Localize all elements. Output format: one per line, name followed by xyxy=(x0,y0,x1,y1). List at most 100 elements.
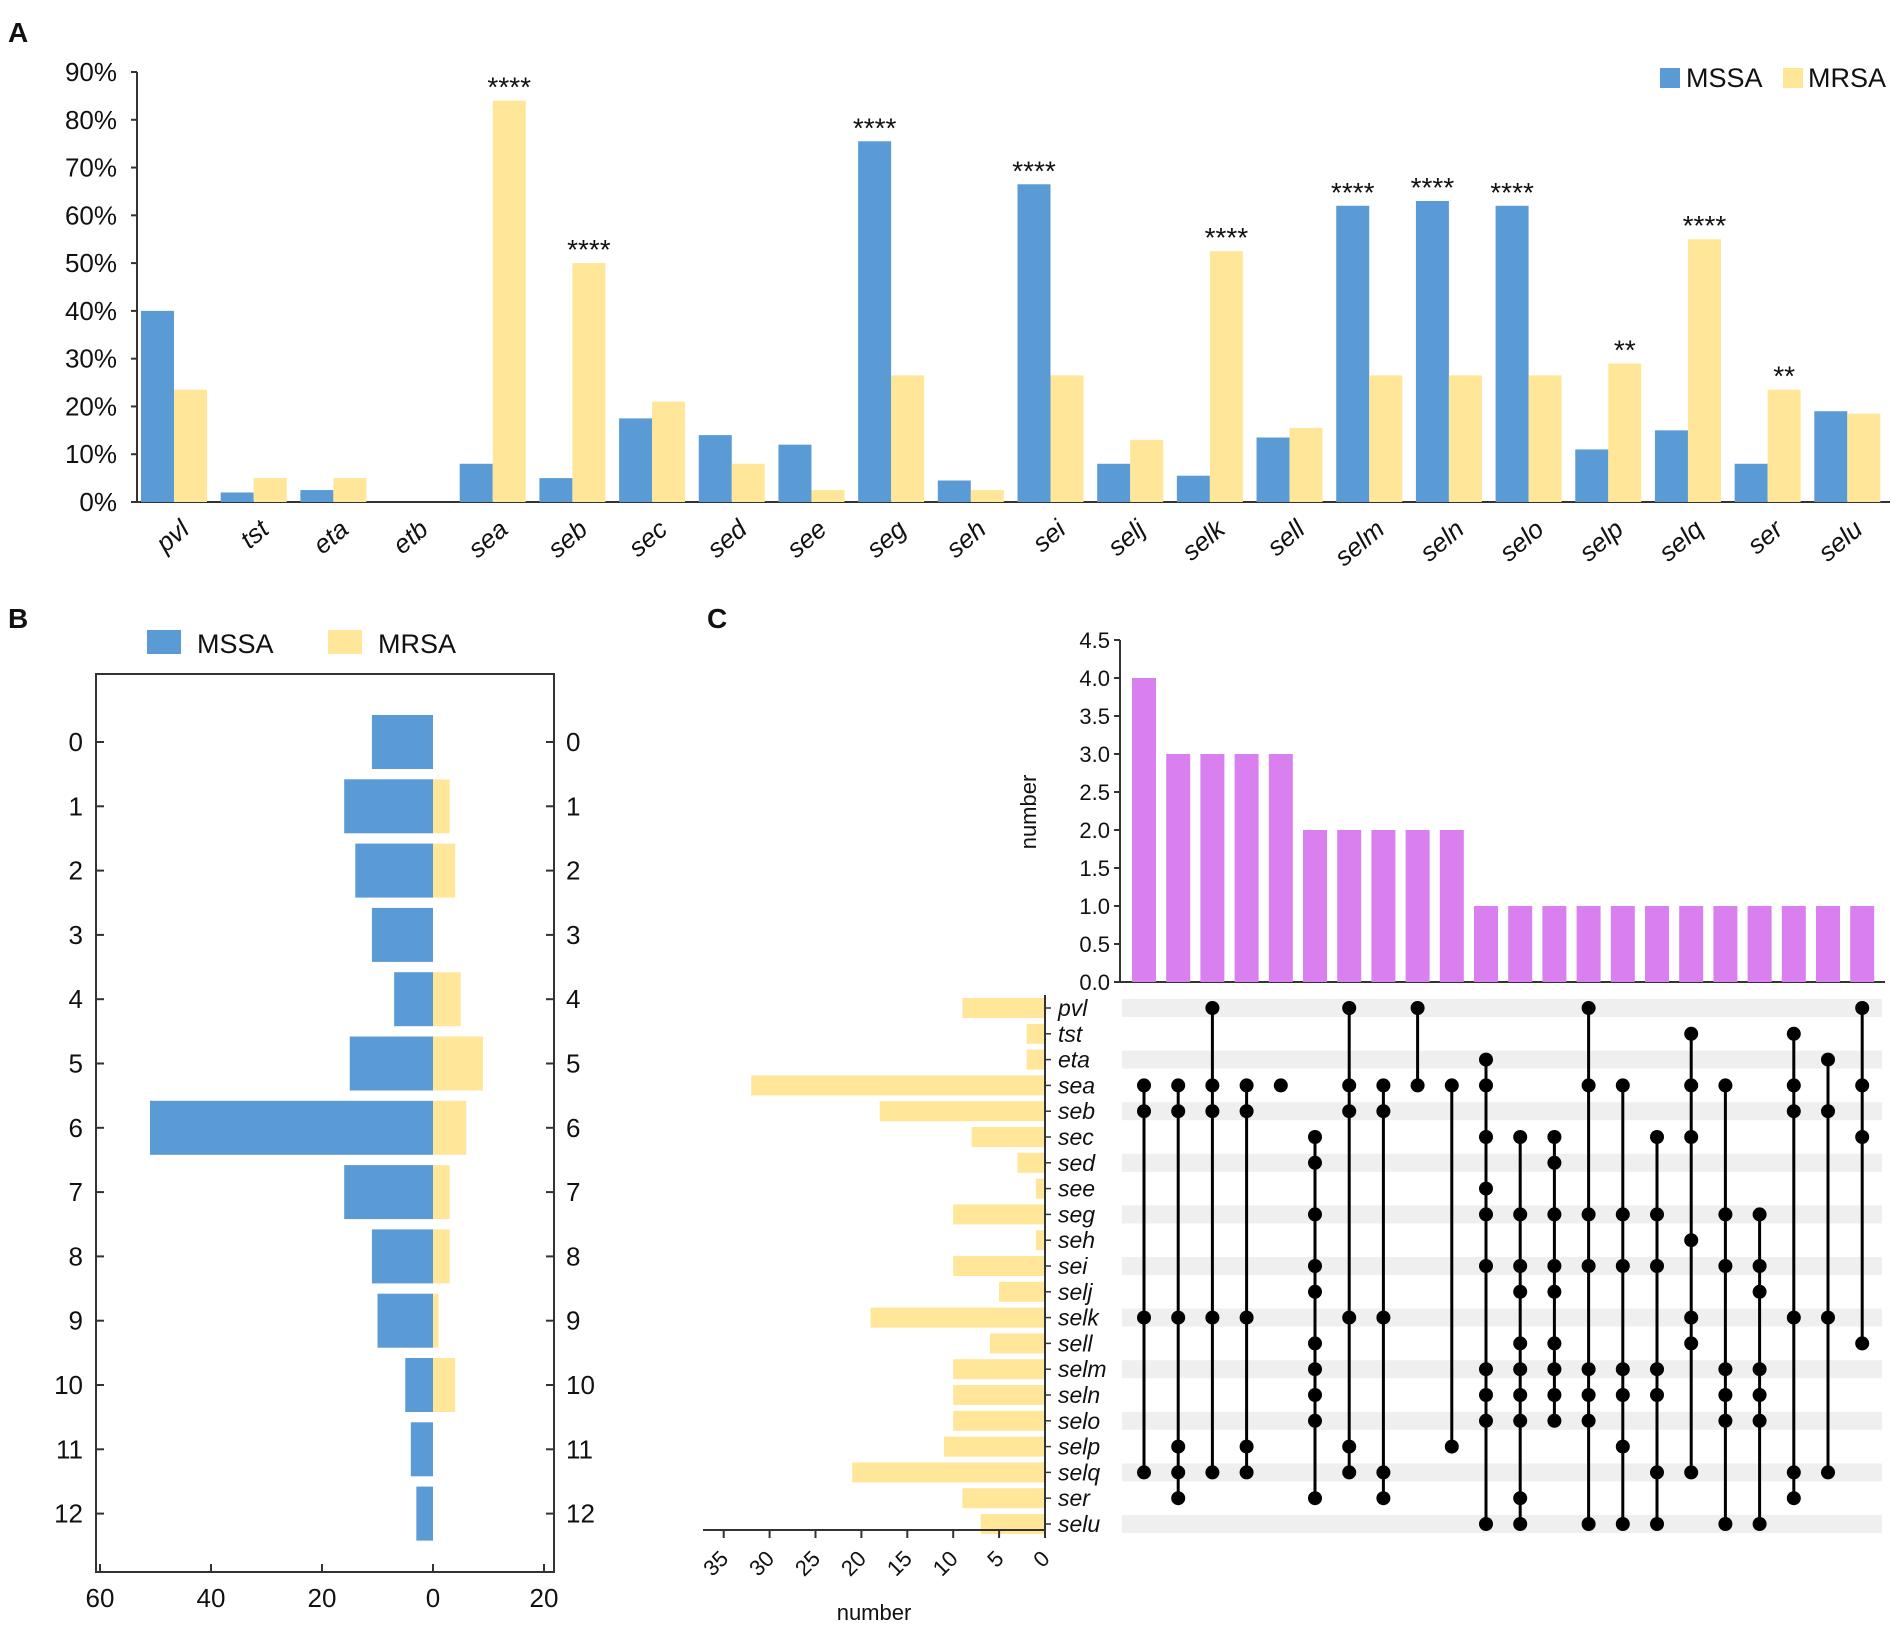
matrix-dot xyxy=(1684,1130,1699,1144)
matrix-dot xyxy=(1650,1130,1664,1144)
matrix-dot xyxy=(1479,1388,1493,1402)
bar-mssa xyxy=(1176,475,1210,502)
matrix-dot xyxy=(1752,1284,1767,1299)
y-tick-label-a: 90% xyxy=(65,57,117,87)
bar-mrsa xyxy=(1289,427,1323,502)
bar-mrsa xyxy=(572,263,606,502)
matrix-dot xyxy=(1547,1388,1562,1402)
set-size-bar xyxy=(971,1127,1045,1147)
matrix-dot xyxy=(1513,1413,1528,1428)
matrix-dot xyxy=(1342,1001,1357,1015)
matrix-dot xyxy=(1205,1104,1220,1119)
matrix-dot xyxy=(1513,1207,1528,1222)
matrix-dot xyxy=(1615,1207,1630,1222)
y-tick-label-c: 2.0 xyxy=(1079,818,1110,843)
significance-label: **** xyxy=(1411,172,1455,203)
y-tick-label-a: 60% xyxy=(65,200,117,230)
panel-letter-c: C xyxy=(707,603,727,634)
matrix-row-stripe xyxy=(1122,999,1882,1017)
x-tick-label-b: 20 xyxy=(530,1583,559,1613)
y-tick-label-c: 3.5 xyxy=(1079,704,1110,729)
matrix-dot xyxy=(1650,1517,1664,1531)
set-size-bar xyxy=(953,1256,1045,1276)
x-tick-label-a: pvl xyxy=(149,513,195,559)
set-label: selu xyxy=(1058,1511,1100,1537)
matrix-dot xyxy=(1547,1155,1562,1170)
matrix-dot xyxy=(1479,1052,1493,1067)
set-size-bar xyxy=(1035,1178,1045,1199)
matrix-dot xyxy=(1513,1336,1528,1351)
bar-mssa xyxy=(459,463,493,502)
y-tick-label-left: 12 xyxy=(54,1499,83,1529)
bar-mrsa xyxy=(433,972,461,1027)
y-tick-label-left: 4 xyxy=(69,984,83,1014)
set-label: selm xyxy=(1058,1356,1107,1382)
significance-label: ** xyxy=(1614,334,1636,365)
set-size-tick-label: 25 xyxy=(790,1546,825,1581)
bar-mssa xyxy=(619,418,653,502)
matrix-dot xyxy=(1342,1310,1357,1325)
matrix-dot xyxy=(1684,1336,1699,1351)
matrix-row-stripe xyxy=(1122,1515,1882,1533)
matrix-dot xyxy=(1786,1078,1801,1093)
bar-mssa xyxy=(394,972,433,1027)
matrix-dot xyxy=(1376,1078,1391,1093)
significance-label: **** xyxy=(1012,155,1056,186)
matrix-dot xyxy=(1684,1026,1699,1041)
matrix-dot xyxy=(1171,1078,1186,1093)
matrix-dot xyxy=(1547,1284,1562,1299)
y-tick-label-left: 3 xyxy=(69,920,83,950)
matrix-dot xyxy=(1479,1181,1493,1196)
bar-mssa xyxy=(778,444,812,502)
set-size-tick-label: 15 xyxy=(882,1546,917,1581)
matrix-dot xyxy=(1718,1362,1733,1377)
y-tick-label-c: 3.0 xyxy=(1079,742,1110,767)
matrix-dot xyxy=(1239,1439,1254,1454)
bar-mssa xyxy=(1017,184,1051,502)
bar-mssa xyxy=(1256,437,1290,502)
intersection-bar xyxy=(1781,906,1806,982)
bar-mrsa xyxy=(1130,439,1164,502)
matrix-dot xyxy=(1718,1517,1733,1531)
matrix-dot xyxy=(1718,1207,1733,1222)
matrix-dot xyxy=(1718,1388,1733,1402)
set-size-bar xyxy=(1026,1049,1045,1070)
bar-mssa xyxy=(410,1422,433,1477)
intersection-bar xyxy=(1303,830,1327,982)
matrix-dot xyxy=(1821,1310,1835,1325)
bar-mrsa xyxy=(1209,251,1243,502)
matrix-dot xyxy=(1376,1465,1391,1480)
matrix-row-stripe xyxy=(1122,1463,1882,1482)
y-tick-label-right: 2 xyxy=(566,856,580,886)
matrix-dot xyxy=(1308,1155,1322,1170)
matrix-dot xyxy=(1308,1207,1322,1222)
set-label: selj xyxy=(1058,1279,1093,1305)
matrix-dot xyxy=(1650,1207,1664,1222)
y-tick-label-a: 10% xyxy=(65,439,117,469)
y-tick-label-right: 3 xyxy=(566,920,580,950)
matrix-dot xyxy=(1718,1078,1733,1093)
intersection-bar xyxy=(1371,830,1396,982)
matrix-dot xyxy=(1342,1465,1357,1480)
significance-label: **** xyxy=(1490,177,1534,208)
x-tick-label-a: sei xyxy=(1026,513,1072,558)
y-tick-label-left: 9 xyxy=(69,1306,83,1336)
bar-mrsa xyxy=(1847,413,1881,502)
legend-label-mrsa: MRSA xyxy=(1808,63,1886,93)
matrix-dot xyxy=(1239,1310,1254,1325)
significance-label: **** xyxy=(1683,210,1727,241)
bar-mssa xyxy=(1415,201,1449,502)
y-tick-label-right: 5 xyxy=(566,1049,580,1079)
matrix-row-stripe xyxy=(1122,1257,1882,1275)
bar-mrsa xyxy=(253,478,287,502)
matrix-dot xyxy=(1547,1413,1562,1428)
set-label: eta xyxy=(1058,1047,1090,1073)
matrix-dot xyxy=(1855,1001,1870,1015)
intersection-bar xyxy=(1132,678,1156,982)
matrix-dot xyxy=(1752,1413,1767,1428)
intersection-bar xyxy=(1166,754,1191,982)
bar-mssa xyxy=(858,141,892,502)
x-tick-label-a: seg xyxy=(860,513,912,563)
bar-mrsa xyxy=(433,1100,467,1155)
set-label: sec xyxy=(1058,1124,1094,1150)
